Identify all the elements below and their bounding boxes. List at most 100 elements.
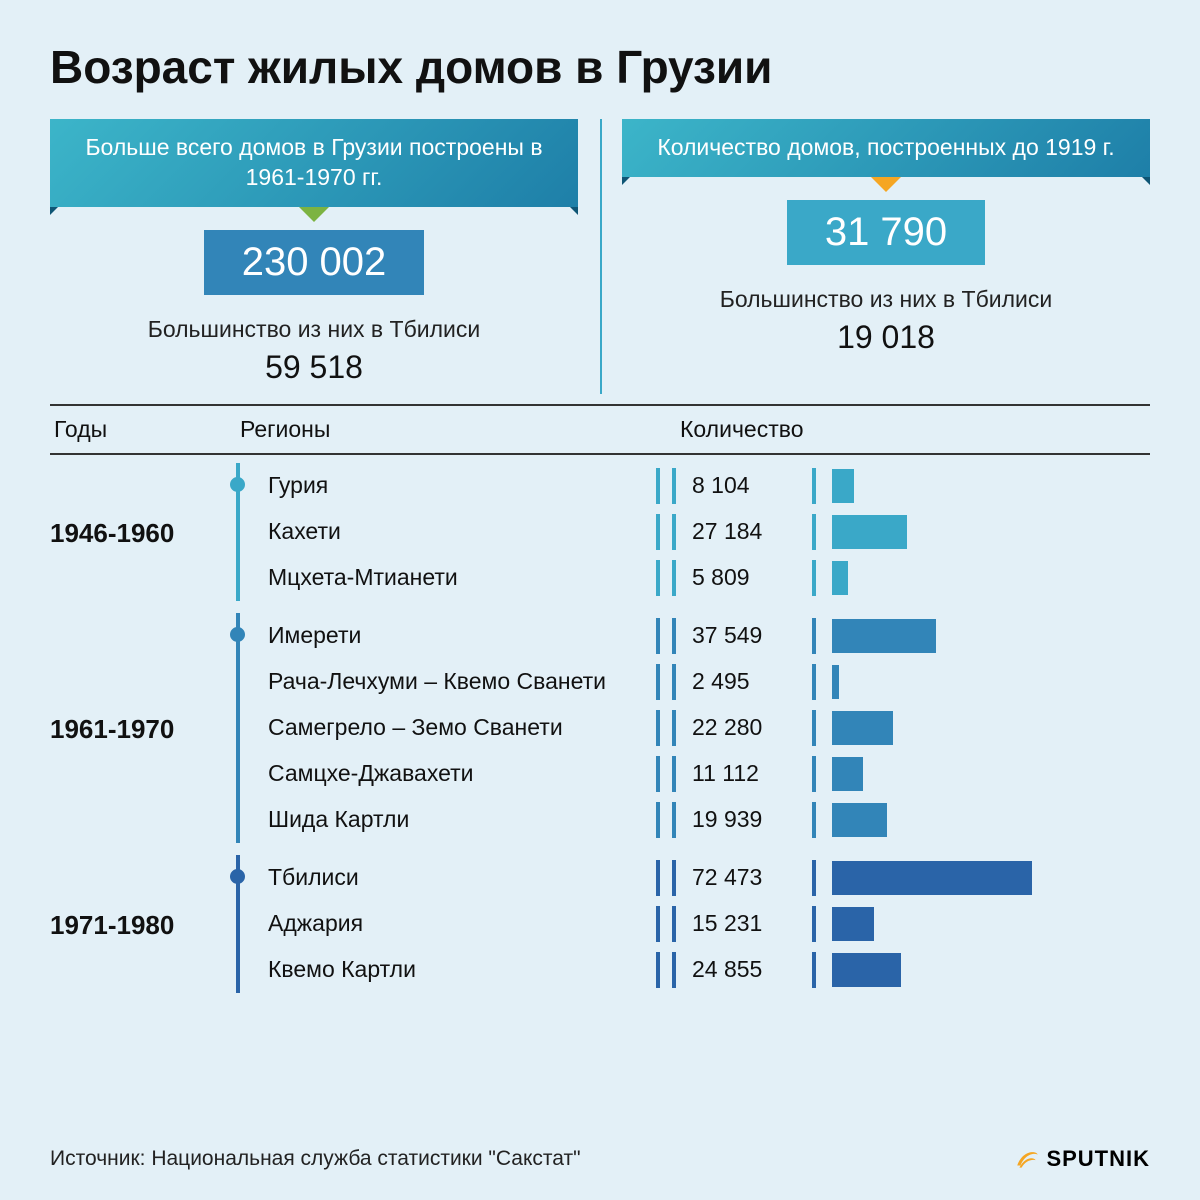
separator: [672, 560, 676, 596]
bar: [832, 711, 893, 745]
region-cell: Самегрело – Земо Сванети: [236, 705, 656, 751]
table-body: 1946-1960Гурия 8 104 Кахети27 184Мцхета-Мт…: [50, 455, 1150, 1005]
separator: [656, 710, 660, 746]
bar-cell: [812, 560, 1150, 596]
separator: [656, 514, 660, 550]
separator: [656, 756, 660, 792]
separator: [672, 710, 676, 746]
separator: [672, 514, 676, 550]
separator: [812, 664, 816, 700]
count-cell: 2 495: [692, 668, 812, 695]
bar-cell: [812, 756, 1150, 792]
bar: [832, 757, 863, 791]
region-cell: Имерети: [236, 613, 656, 659]
separator: [812, 756, 816, 792]
table-group: 1961-1970 Имерети 37 549 Рача-Лечхуми – Кве…: [50, 613, 1150, 855]
region-cell: Тбилиси: [236, 855, 656, 901]
count-cell: 5 809: [692, 564, 812, 591]
separator: [812, 710, 816, 746]
region-cell: Аджария: [236, 901, 656, 947]
table-row: Тбилиси 72 473: [236, 855, 1150, 901]
stats-row: Больше всего домов в Грузии построены в …: [50, 119, 1150, 386]
separator: [656, 802, 660, 838]
table-row: Самцхе-Джавахети11 112: [236, 751, 1150, 797]
bar: [832, 619, 936, 653]
header-regions: Регионы: [240, 416, 680, 443]
separator: [672, 664, 676, 700]
table-row: Самегрело – Земо Сванети 22 280: [236, 705, 1150, 751]
separator: [812, 618, 816, 654]
stat-value-right: 31 790: [787, 200, 985, 265]
separator: [672, 756, 676, 792]
separator: [812, 468, 816, 504]
bar-cell: [812, 468, 1150, 504]
separator: [812, 514, 816, 550]
region-cell: Гурия: [236, 463, 656, 509]
table-row: Аджария 15 231: [236, 901, 1150, 947]
bar: [832, 953, 901, 987]
bar-cell: [812, 802, 1150, 838]
bar-cell: [812, 906, 1150, 942]
bar: [832, 561, 848, 595]
stats-divider: [600, 119, 602, 394]
header-years: Годы: [50, 416, 240, 443]
bar-cell: [812, 514, 1150, 550]
count-cell: 72 473: [692, 864, 812, 891]
count-cell: 37 549: [692, 622, 812, 649]
separator: [812, 860, 816, 896]
separator: [672, 952, 676, 988]
separator: [656, 468, 660, 504]
source-text: Источник: Национальная служба статистики…: [50, 1147, 581, 1171]
bar-cell: [812, 664, 1150, 700]
timeline-dot: [230, 477, 245, 492]
stat-box-right: Количество домов, построенных до 1919 г.…: [622, 119, 1150, 386]
separator: [672, 802, 676, 838]
count-cell: 19 939: [692, 806, 812, 833]
separator: [812, 802, 816, 838]
bar-cell: [812, 618, 1150, 654]
bar: [832, 515, 907, 549]
stat-subtext-right: Большинство из них в Тбилиси: [720, 283, 1052, 315]
year-label: 1946-1960: [50, 514, 236, 549]
region-cell: Рача-Лечхуми – Квемо Сванети: [236, 659, 656, 705]
region-cell: Квемо Картли: [236, 947, 656, 993]
footer: Источник: Национальная служба статистики…: [50, 1146, 1150, 1172]
separator: [672, 618, 676, 654]
table-row: Кахети27 184: [236, 509, 1150, 555]
sputnik-icon: [1014, 1146, 1040, 1172]
logo: SPUTNIK: [1014, 1146, 1150, 1172]
separator: [672, 906, 676, 942]
count-cell: 22 280: [692, 714, 812, 741]
table: Годы Регионы Количество 1946-1960Гурия8 …: [50, 404, 1150, 1005]
table-row: Гурия 8 104: [236, 463, 1150, 509]
table-row: Мцхета-Мтианети 5 809: [236, 555, 1150, 601]
stat-banner-left: Больше всего домов в Грузии построены в …: [50, 119, 578, 207]
separator: [812, 560, 816, 596]
stat-value-left: 230 002: [204, 230, 425, 295]
count-cell: 15 231: [692, 910, 812, 937]
bar: [832, 803, 887, 837]
count-cell: 8 104: [692, 472, 812, 499]
stat-banner-right: Количество домов, построенных до 1919 г.: [622, 119, 1150, 177]
separator: [812, 952, 816, 988]
bar: [832, 907, 874, 941]
bar: [832, 665, 839, 699]
separator: [812, 906, 816, 942]
stat-box-left: Больше всего домов в Грузии построены в …: [50, 119, 578, 386]
logo-text: SPUTNIK: [1046, 1146, 1150, 1172]
table-row: Рача-Лечхуми – Квемо Сванети 2 495: [236, 659, 1150, 705]
year-label: 1961-1970: [50, 710, 236, 745]
stat-subvalue-right: 19 018: [837, 319, 935, 356]
table-group: 1971-1980Тбилиси 72 473 Аджария 15 231 Квемо…: [50, 855, 1150, 1005]
page-title: Возраст жилых домов в Грузии: [50, 40, 1150, 94]
year-label: 1971-1980: [50, 906, 236, 941]
timeline-dot: [230, 869, 245, 884]
bar-cell: [812, 710, 1150, 746]
bar-cell: [812, 952, 1150, 988]
region-cell: Мцхета-Мтианети: [236, 555, 656, 601]
separator: [656, 906, 660, 942]
table-row: Шида Картли19 939: [236, 797, 1150, 843]
bar-cell: [812, 860, 1150, 896]
separator: [656, 664, 660, 700]
stat-subvalue-left: 59 518: [265, 349, 363, 386]
